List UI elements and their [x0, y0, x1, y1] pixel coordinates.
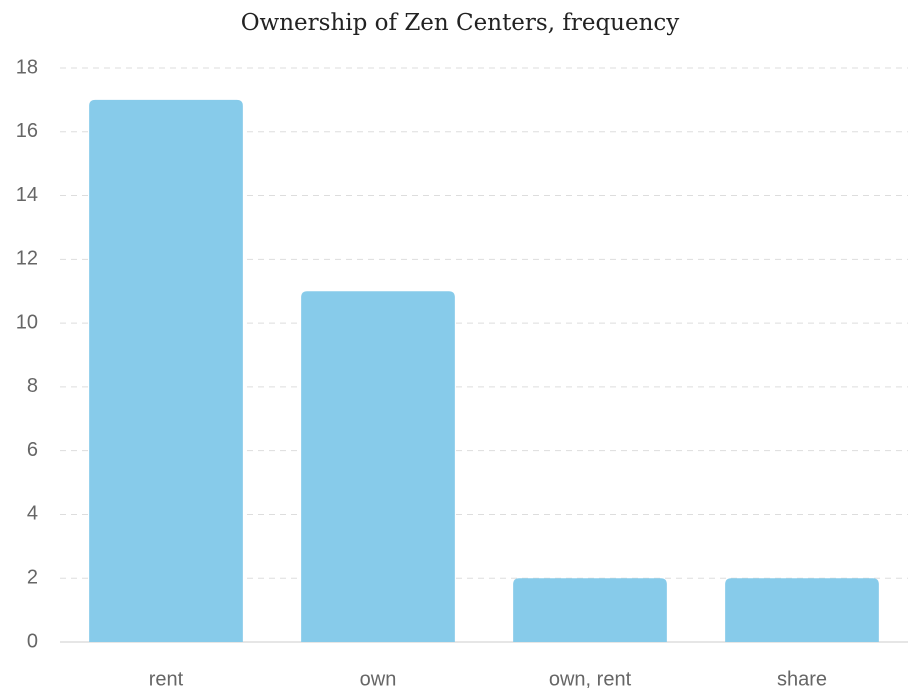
- bar: [513, 578, 667, 642]
- y-tick-label: 0: [27, 630, 38, 652]
- y-tick-label: 14: [16, 184, 38, 206]
- y-tick-label: 16: [16, 120, 38, 142]
- x-tick-label: rent: [149, 668, 184, 690]
- chart-title: Ownership of Zen Centers, frequency: [241, 10, 680, 36]
- y-tick-label: 12: [16, 248, 38, 270]
- y-tick-label: 8: [27, 375, 38, 397]
- y-tick-label: 2: [27, 567, 38, 589]
- y-tick-label: 18: [16, 56, 38, 78]
- x-tick-label: own: [360, 668, 397, 690]
- x-tick-label: share: [777, 668, 827, 690]
- y-tick-label: 4: [27, 503, 38, 525]
- bar: [89, 99, 243, 642]
- bar: [725, 578, 879, 642]
- x-tick-label: own, rent: [549, 668, 632, 690]
- y-tick-label: 6: [27, 439, 38, 461]
- y-tick-label: 10: [16, 311, 38, 333]
- bar: [301, 291, 455, 642]
